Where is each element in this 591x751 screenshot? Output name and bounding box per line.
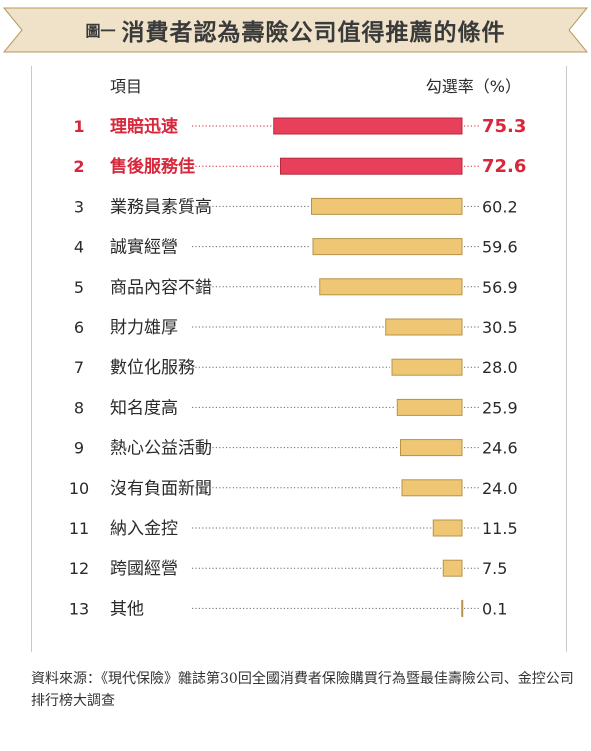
column-header-rate: 勾選率（%） <box>426 77 521 96</box>
figure-label: 圖一 <box>85 21 116 40</box>
bar <box>312 238 463 256</box>
bar <box>401 479 463 497</box>
bar <box>432 519 463 537</box>
value-label: 72.6 <box>482 156 526 177</box>
value-label: 11.5 <box>482 519 518 538</box>
category-label: 理賠迅速 <box>110 116 178 137</box>
rank-number: 7 <box>74 358 84 377</box>
rank-number: 3 <box>74 197 84 216</box>
category-label: 熱心公益活動 <box>110 439 212 459</box>
value-label: 56.9 <box>482 278 518 297</box>
category-label: 納入金控 <box>110 519 178 539</box>
value-label: 0.1 <box>482 599 507 618</box>
category-label: 數位化服務 <box>110 358 195 378</box>
category-label: 財力雄厚 <box>110 318 178 338</box>
value-label: 24.0 <box>482 479 518 498</box>
rank-number: 9 <box>74 439 84 458</box>
bar <box>391 358 463 376</box>
rank-number: 6 <box>74 318 84 337</box>
bar <box>273 117 463 135</box>
bar <box>396 398 463 416</box>
rank-number: 10 <box>69 479 89 498</box>
bar <box>461 599 464 617</box>
source-note: 資料來源：《現代保險》雜誌第30回全國消費者保險購買行為暨最佳壽險公司、金控公司… <box>31 671 574 709</box>
value-label: 25.9 <box>482 398 518 417</box>
rank-number: 1 <box>73 117 84 136</box>
bar <box>311 197 463 215</box>
value-label: 24.6 <box>482 439 518 458</box>
chart-frame: 項目 勾選率（%） 1 理賠迅速 75.3 2 售後服務佳 72.6 3 業務員素質高 60.2 4 誠… <box>31 66 567 652</box>
category-label: 商品內容不錯 <box>110 278 212 298</box>
category-label: 售後服務佳 <box>110 156 195 177</box>
category-label: 誠實經營 <box>110 238 178 258</box>
value-label: 59.6 <box>482 238 518 257</box>
banner-ribbon <box>2 7 589 53</box>
rank-number: 13 <box>69 599 89 618</box>
category-label: 知名度高 <box>110 398 178 418</box>
category-label: 其他 <box>110 599 144 619</box>
category-label: 業務員素質高 <box>110 197 212 217</box>
column-header-item: 項目 <box>110 77 142 96</box>
rank-number: 5 <box>74 278 84 297</box>
bar <box>442 559 463 577</box>
bar <box>280 157 463 175</box>
bar <box>400 439 463 457</box>
rank-number: 11 <box>69 519 89 538</box>
category-label: 沒有負面新聞 <box>110 479 212 499</box>
title-banner <box>2 7 589 53</box>
value-label: 75.3 <box>482 116 526 137</box>
rank-number: 8 <box>74 398 84 417</box>
value-label: 28.0 <box>482 358 518 377</box>
value-label: 60.2 <box>482 197 518 216</box>
rank-number: 2 <box>73 157 84 176</box>
bar <box>319 278 463 296</box>
bar-chart: 項目 勾選率（%） 1 理賠迅速 75.3 2 售後服務佳 72.6 3 業務員素質高 60.2 4 誠… <box>69 77 527 619</box>
value-label: 7.5 <box>482 559 507 578</box>
category-label: 跨國經營 <box>110 559 178 579</box>
rank-number: 4 <box>74 238 84 257</box>
chart-title: 消費者認為壽險公司值得推薦的條件 <box>121 20 506 46</box>
value-label: 30.5 <box>482 318 518 337</box>
rank-number: 12 <box>69 559 89 578</box>
bar <box>385 318 463 336</box>
